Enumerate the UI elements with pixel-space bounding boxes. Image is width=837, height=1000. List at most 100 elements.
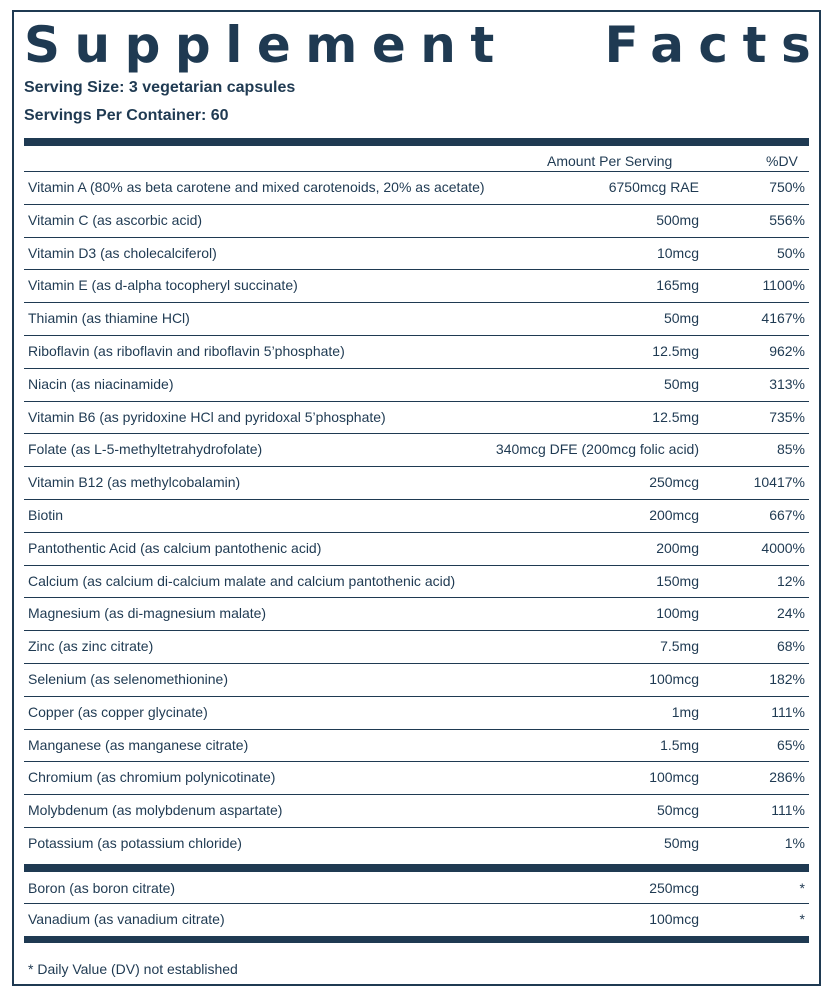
table-row: Pantothentic Acid (as calcium pantotheni… xyxy=(24,533,809,566)
nutrient-amount: 12.5mg xyxy=(652,408,699,425)
panel-title: Supplement Facts xyxy=(24,16,826,74)
nutrient-dv: 750% xyxy=(769,179,805,195)
nutrient-amount: 100mcg xyxy=(649,911,699,927)
dv-header: %DV xyxy=(766,153,798,169)
nutrient-dv: 962% xyxy=(769,343,805,359)
nutrient-amount: 7.5mg xyxy=(660,638,699,655)
table-row: Vitamin C (as ascorbic acid) 500mg 556% xyxy=(24,205,809,238)
nutrient-dv: 65% xyxy=(776,736,805,753)
nutrient-amount: 10mcg xyxy=(656,244,699,261)
table-row: Thiamin (as thiamine HCl) 50mg 4167% xyxy=(24,303,809,336)
nutrient-name: Boron (as boron citrate) xyxy=(28,880,176,896)
table-row: Copper (as copper glycinate) 1mg 111% xyxy=(24,697,809,730)
nutrient-name: Zinc (as zinc citrate) xyxy=(28,638,154,655)
nutrient-name: Vitamin A (80% as beta carotene and mixe… xyxy=(28,179,485,195)
footnote: * Daily Value (DV) not established xyxy=(28,961,238,977)
nutrient-dv: 111% xyxy=(771,703,805,720)
table-row: Potassium (as potassium chloride) 50mg 1% xyxy=(24,828,809,861)
table-row: Chromium (as chromium polynicotinate) 100… xyxy=(24,762,809,796)
table-row: Vitamin B6 (as pyridoxine HCl and pyrido… xyxy=(24,402,809,435)
nutrient-dv: 667% xyxy=(769,507,805,523)
top-divider-bar xyxy=(24,138,809,146)
nutrient-amount: 50mg xyxy=(663,310,699,327)
nutrient-amount: 340mcg DFE (200mcg folic acid) xyxy=(495,441,699,458)
table-row: Riboflavin (as riboflavin and riboflavin… xyxy=(24,336,809,369)
nutrient-dv: 50% xyxy=(776,244,805,261)
nutrient-amount: 100mcg xyxy=(649,671,699,687)
amount-per-serving-header: Amount Per Serving xyxy=(547,153,673,169)
nutrient-dv: 111% xyxy=(771,802,805,819)
nutrient-dv: 556% xyxy=(769,211,805,228)
nutrient-dv: 286% xyxy=(769,769,805,786)
nutrient-amount: 500mg xyxy=(656,211,699,228)
nutrient-amount: 1.5mg xyxy=(660,736,699,753)
nutrient-amount: 50mg xyxy=(663,375,699,392)
table-row: Zinc (as zinc citrate) 7.5mg 68% xyxy=(24,631,809,664)
nutrient-amount: 200mg xyxy=(656,539,699,556)
mid-divider-bar xyxy=(24,864,809,872)
table-row: Vitamin A (80% as beta carotene and mixe… xyxy=(24,172,809,205)
nutrient-dv: 1% xyxy=(784,835,805,851)
nutrient-dv: 12% xyxy=(776,572,805,589)
nutrient-name: Biotin xyxy=(28,507,64,523)
nutrient-name: Molybdenum (as molybdenum aspartate) xyxy=(28,802,283,819)
nutrient-amount: 100mcg xyxy=(649,769,699,786)
table-row: Biotin 200mcg 667% xyxy=(24,500,809,533)
nutrient-amount: 200mcg xyxy=(649,507,699,523)
nutrient-name: Copper (as copper glycinate) xyxy=(28,703,208,720)
table-row: Calcium (as calcium di-calcium malate an… xyxy=(24,566,809,599)
nutrient-name: Magnesium (as di-magnesium malate) xyxy=(28,605,267,622)
serving-size: Serving Size: 3 vegetarian capsules xyxy=(24,79,296,96)
table-row: Vanadium (as vanadium citrate) 100mcg * xyxy=(24,904,809,935)
nutrient-name: Vitamin D3 (as cholecalciferol) xyxy=(28,244,217,261)
nutrient-amount: 12.5mg xyxy=(652,343,699,359)
nutrient-name: Vitamin B12 (as methylcobalamin) xyxy=(28,474,241,491)
supplement-facts-panel: Supplement Facts Serving Size: 3 vegetar… xyxy=(12,10,821,986)
nutrient-amount: 250mcg xyxy=(649,880,699,896)
nutrient-amount: 165mg xyxy=(656,277,699,294)
nutrient-dv: * xyxy=(799,880,805,896)
nutrient-amount: 6750mcg RAE xyxy=(608,179,699,195)
nutrient-dv: 85% xyxy=(776,441,805,458)
nutrient-name: Pantothentic Acid (as calcium pantotheni… xyxy=(28,539,322,556)
table-row: Niacin (as niacinamide) 50mg 313% xyxy=(24,369,809,402)
nutrient-name: Folate (as L-5-methyltetrahydrofolate) xyxy=(28,441,263,458)
nutrient-name: Chromium (as chromium polynicotinate) xyxy=(28,769,276,786)
nutrient-name: Niacin (as niacinamide) xyxy=(28,375,174,392)
table-row: Vitamin B12 (as methylcobalamin) 250mcg 10… xyxy=(24,467,809,500)
nutrient-dv: 24% xyxy=(776,605,805,622)
table-row: Boron (as boron citrate) 250mcg * xyxy=(24,873,809,904)
nutrient-dv: 735% xyxy=(769,408,805,425)
nutrient-name: Vitamin B6 (as pyridoxine HCl and pyrido… xyxy=(28,408,386,425)
nutrient-dv: 10417% xyxy=(753,474,805,491)
table-row: Vitamin E (as d-alpha tocopheryl succina… xyxy=(24,270,809,304)
nutrient-dv: 68% xyxy=(776,638,805,655)
nutrient-dv: 1100% xyxy=(762,277,805,294)
table-row: Magnesium (as di-magnesium malate) 100mg 2… xyxy=(24,598,809,632)
nutrient-dv: 182% xyxy=(769,671,805,687)
nutrient-dv: * xyxy=(799,911,805,927)
nutrient-amount: 250mcg xyxy=(649,474,699,491)
table-row: Selenium (as selenomethionine) 100mcg 182% xyxy=(24,664,809,697)
nutrient-amount: 50mg xyxy=(663,835,699,851)
nutrient-amount: 1mg xyxy=(671,703,699,720)
nutrient-amount: 50mcg xyxy=(656,802,699,819)
servings-per-container: Servings Per Container: 60 xyxy=(24,107,229,124)
nutrient-name: Vanadium (as vanadium citrate) xyxy=(28,911,225,927)
nutrient-name: Calcium (as calcium di-calcium malate an… xyxy=(28,572,456,589)
bottom-divider-bar xyxy=(24,936,809,943)
table-row: Manganese (as manganese citrate) 1.5mg 65% xyxy=(24,730,809,763)
nutrient-amount: 150mg xyxy=(656,572,699,589)
header-underline xyxy=(24,171,809,172)
nutrient-name: Thiamin (as thiamine HCl) xyxy=(28,310,190,327)
table-row: Vitamin D3 (as cholecalciferol) 10mcg 50% xyxy=(24,238,809,271)
nutrient-name: Selenium (as selenomethionine) xyxy=(28,671,228,687)
nutrient-dv: 4000% xyxy=(761,539,805,556)
nutrient-dv: 4167% xyxy=(761,310,805,327)
nutrient-name: Potassium (as potassium chloride) xyxy=(28,835,242,851)
nutrient-amount: 100mg xyxy=(656,605,699,622)
table-row: Molybdenum (as molybdenum aspartate) 50mc… xyxy=(24,795,809,828)
nutrient-name: Vitamin C (as ascorbic acid) xyxy=(28,211,203,228)
nutrient-name: Vitamin E (as d-alpha tocopheryl succina… xyxy=(28,277,298,294)
nutrient-name: Manganese (as manganese citrate) xyxy=(28,736,249,753)
